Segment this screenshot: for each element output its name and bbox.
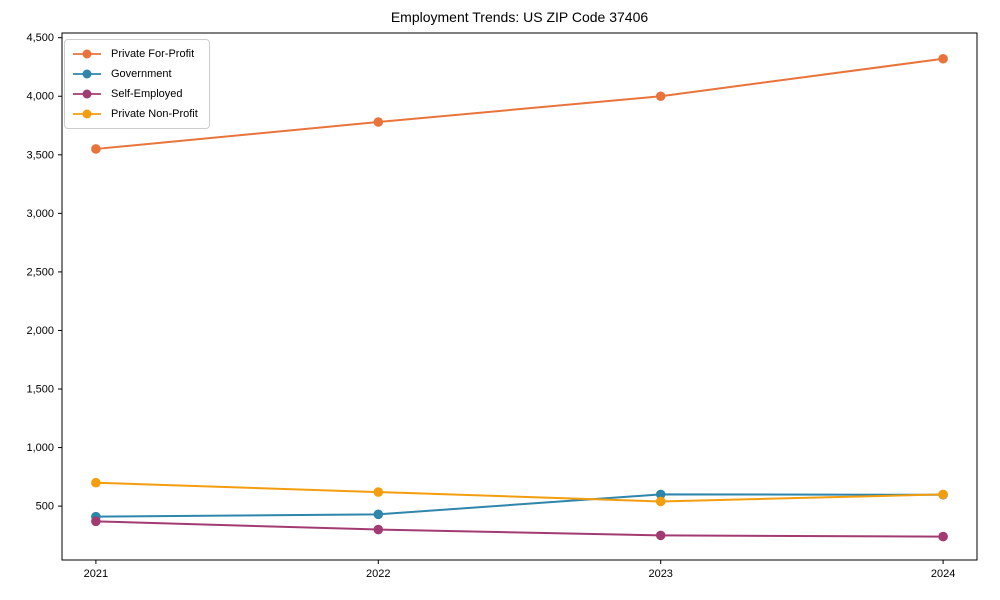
legend-item-private-for-profit: Private For-Profit bbox=[73, 45, 198, 63]
data-point-self-employed bbox=[655, 530, 666, 541]
legend-line-marker-icon bbox=[73, 89, 101, 99]
legend-line-marker-icon bbox=[73, 109, 101, 119]
x-tick-label: 2024 bbox=[931, 568, 955, 580]
legend-marker-dot bbox=[82, 69, 92, 79]
legend-line-marker-icon bbox=[73, 49, 101, 59]
legend-line-marker-icon bbox=[73, 69, 101, 79]
data-point-private-non-profit bbox=[938, 489, 948, 500]
x-tick-label: 2021 bbox=[84, 568, 108, 580]
legend: Private For-Profit Government Self-Employe… bbox=[64, 39, 210, 129]
series-line-government bbox=[95, 493, 944, 518]
y-tick-label: 500 bbox=[36, 501, 54, 513]
data-point-self-employed bbox=[91, 516, 101, 527]
data-point-private-non-profit bbox=[91, 477, 101, 488]
legend-item-government: Government bbox=[73, 65, 198, 83]
legend-marker-dot bbox=[82, 49, 92, 59]
y-tick-label: 3,500 bbox=[26, 149, 54, 161]
chart-title: Employment Trends: US ZIP Code 37406 bbox=[390, 9, 649, 25]
legend-label: Government bbox=[111, 68, 172, 80]
data-point-private-for-profit bbox=[938, 53, 948, 64]
series-self-employed bbox=[91, 516, 948, 542]
y-tick-label: 4,500 bbox=[26, 32, 54, 44]
y-tick-label: 1,000 bbox=[26, 442, 54, 454]
y-tick-label: 4,000 bbox=[26, 91, 54, 103]
legend-marker-dot bbox=[82, 109, 92, 119]
data-point-government bbox=[655, 489, 666, 500]
data-point-private-for-profit bbox=[373, 117, 384, 127]
series-line-self-employed bbox=[95, 520, 944, 538]
series-line-private-non-profit bbox=[95, 481, 944, 503]
data-point-self-employed bbox=[938, 531, 948, 542]
series-private-for-profit bbox=[91, 53, 948, 154]
plot-area-border bbox=[61, 32, 978, 561]
data-point-government bbox=[373, 509, 384, 520]
series-private-non-profit bbox=[91, 477, 948, 507]
data-point-self-employed bbox=[373, 524, 384, 535]
data-point-private-non-profit bbox=[655, 496, 666, 507]
y-tick-label: 2,500 bbox=[26, 266, 54, 278]
legend-label: Private For-Profit bbox=[111, 48, 195, 60]
series-line-private-for-profit bbox=[95, 57, 944, 150]
y-tick-label: 2,000 bbox=[26, 325, 54, 337]
legend-item-self-employed: Self-Employed bbox=[73, 85, 198, 103]
x-tick-label: 2022 bbox=[366, 568, 390, 580]
legend-label: Private Non-Profit bbox=[111, 108, 198, 120]
data-point-private-non-profit bbox=[373, 487, 384, 497]
y-tick-label: 3,000 bbox=[26, 208, 54, 220]
data-point-private-for-profit bbox=[91, 144, 101, 154]
legend-label: Self-Employed bbox=[111, 88, 183, 100]
legend-item-private-non-profit: Private Non-Profit bbox=[73, 105, 198, 123]
y-tick-label: 1,500 bbox=[26, 384, 54, 396]
x-tick-label: 2023 bbox=[648, 568, 672, 580]
data-point-private-for-profit bbox=[655, 91, 666, 102]
legend-marker-dot bbox=[82, 89, 92, 99]
